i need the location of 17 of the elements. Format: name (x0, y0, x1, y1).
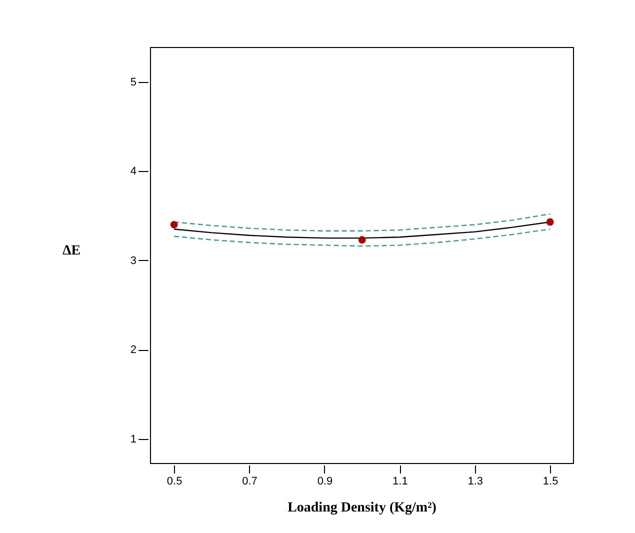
x-tick-label: 1.1 (392, 476, 408, 488)
y-tick-label: 2 (130, 344, 136, 356)
x-tick-label: 1.3 (468, 476, 484, 488)
x-tick-label: 0.5 (166, 476, 182, 488)
y-tick-label: 3 (130, 254, 136, 267)
x-axis-title: Loading Density (Kg/m²) (288, 500, 437, 516)
y-tick-label: 5 (130, 76, 136, 88)
y-tick-label: 4 (130, 166, 136, 178)
y-tick-label: 1 (130, 433, 136, 446)
line-series (173, 228, 551, 247)
x-tick-label: 1.5 (542, 476, 558, 488)
point (358, 236, 366, 244)
y-axis-title: ΔE (62, 244, 81, 258)
point (546, 218, 554, 226)
point (170, 220, 178, 228)
x-tick-label: 0.7 (242, 476, 258, 488)
x-tick-label: 0.9 (317, 476, 333, 488)
